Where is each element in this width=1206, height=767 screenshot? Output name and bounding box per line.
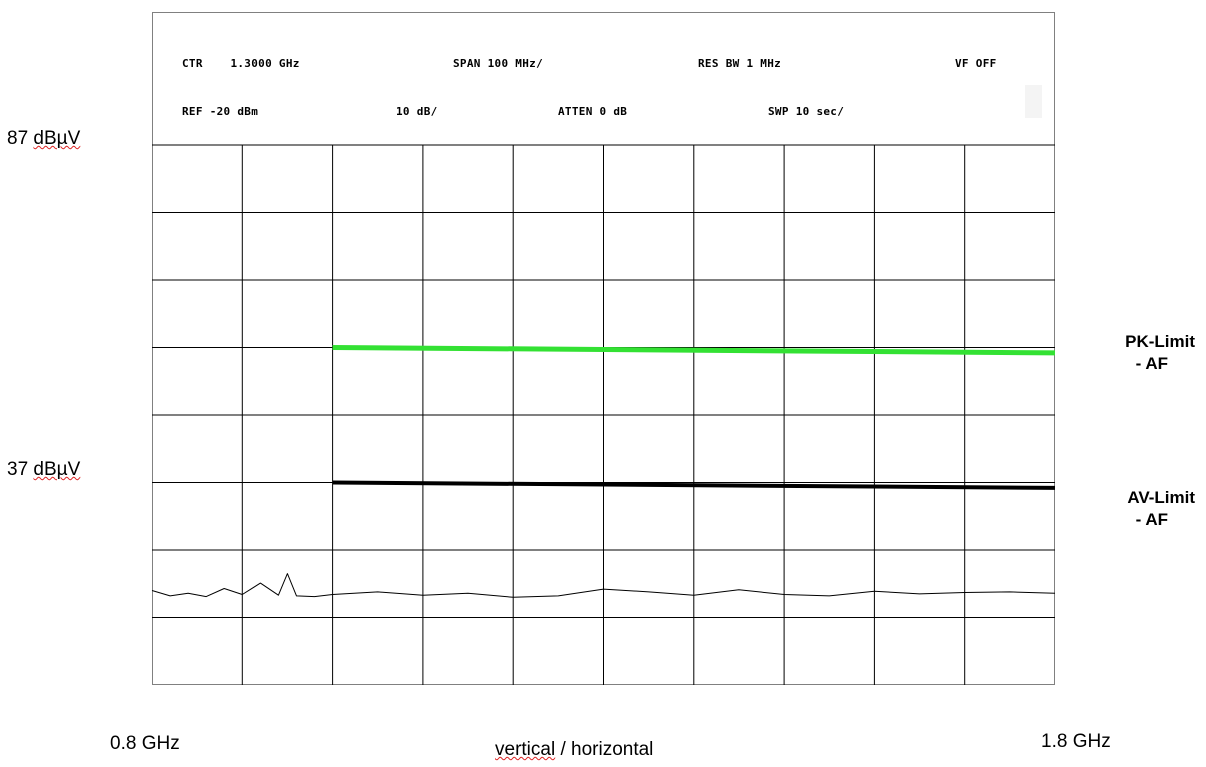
- header-center-frequency: CTR 1.3000 GHz: [182, 57, 300, 70]
- header-video-filter: VF OFF: [955, 57, 997, 70]
- pk-limit-label-line1: PK-Limit: [1125, 332, 1195, 351]
- header-attenuation: ATTEN 0 dB: [558, 105, 628, 118]
- pk-limit-label-line2: - AF: [1135, 354, 1168, 373]
- x-label-stop: 1.8 GHz: [1041, 731, 1111, 752]
- plot-marks: [151, 345, 1056, 598]
- header-indicator-box: [1025, 85, 1042, 118]
- y-label-top-unit: dBµV: [33, 128, 81, 149]
- graticule: [152, 144, 1055, 685]
- x-axis-title-a: vertical: [495, 739, 556, 760]
- pk-limit-label: PK-Limit - AF: [1080, 331, 1195, 375]
- header-scale-division: 10 dB/: [396, 105, 438, 118]
- y-label-mid-value: 37: [7, 459, 34, 480]
- av-limit-label-line1: AV-Limit: [1127, 488, 1195, 507]
- header-resolution-bandwidth: RES BW 1 MHz: [698, 57, 782, 70]
- header-reference-level: REF -20 dBm: [182, 105, 259, 118]
- measurement-trace: [151, 573, 1056, 598]
- av-limit-line: [332, 480, 1056, 490]
- x-label-start: 0.8 GHz: [110, 733, 180, 754]
- av-limit-label-line2: - AF: [1135, 510, 1168, 529]
- x-axis-title: vertical / horizontal: [495, 739, 653, 761]
- header-span: SPAN 100 MHz/: [453, 57, 543, 70]
- av-limit-label: AV-Limit - AF: [1080, 487, 1195, 531]
- pk-limit-line: [332, 345, 1056, 356]
- y-label-mid: 37 dBµV: [7, 459, 80, 481]
- y-label-mid-unit: dBµV: [33, 459, 81, 480]
- header-sweep-time: SWP 10 sec/: [768, 105, 845, 118]
- x-axis-title-b: / horizontal: [555, 739, 654, 760]
- y-label-top-value: 87: [7, 128, 34, 149]
- y-label-top: 87 dBµV: [7, 128, 80, 150]
